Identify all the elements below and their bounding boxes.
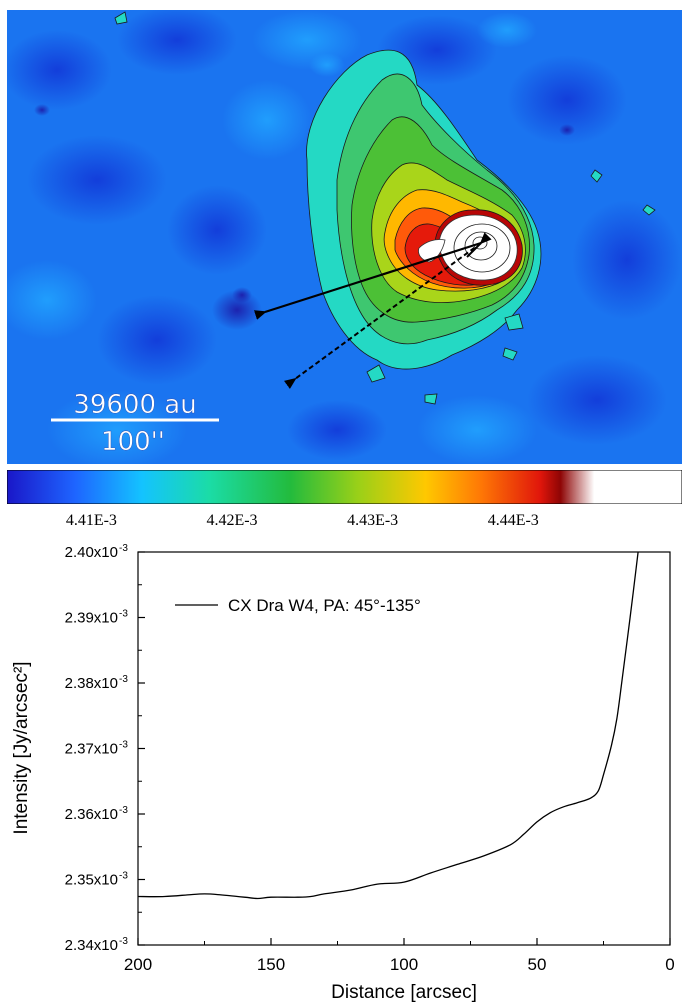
x-tick-label: 0 [665, 955, 674, 974]
y-tick-exponent: -3 [119, 740, 128, 751]
colorbar-tick-labels: 4.41E-3 4.42E-3 4.43E-3 4.44E-3 [0, 512, 682, 538]
y-tick-exponent: -3 [119, 543, 128, 554]
colorbar-tick-label: 4.44E-3 [487, 512, 539, 529]
y-axis: 2.34x10 -32.35x10 -32.36x10 -32.37x10 -32.38… [65, 543, 145, 954]
colorbar-tick-label: 4.41E-3 [65, 512, 117, 529]
y-tick-exponent: -3 [119, 674, 128, 685]
legend: CX Dra W4, PA: 45°-135° [175, 596, 421, 615]
solid-arrow [253, 241, 482, 320]
scale-bar-angle: 100'' [101, 427, 165, 457]
intensity-map: 39600 au 100'' [7, 10, 682, 464]
direction-arrows [253, 232, 492, 389]
colorbar-fill [7, 470, 682, 504]
y-tick-exponent: -3 [119, 805, 128, 816]
scale-bar-distance: 39600 au [73, 390, 196, 420]
y-tick-label: 2.36x10 [65, 806, 118, 823]
y-tick-exponent: -3 [119, 609, 128, 620]
dashed-arrow [283, 242, 482, 389]
x-tick-label: 200 [124, 955, 152, 974]
series-line [137, 551, 639, 900]
colorbar [7, 470, 682, 504]
y-tick-label: 2.34x10 [65, 937, 118, 954]
x-axis: 200 150 100 50 0 [124, 938, 675, 974]
y-tick-exponent: -3 [119, 936, 128, 947]
x-tick-label: 150 [257, 955, 285, 974]
dashed-arrow-head [466, 232, 492, 258]
y-tick-label: 2.40x10 [65, 544, 118, 561]
x-axis-title: Distance [arcsec] [331, 982, 477, 1003]
y-tick-label: 2.38x10 [65, 675, 118, 692]
legend-label: CX Dra W4, PA: 45°-135° [228, 596, 421, 615]
colorbar-tick-label: 4.42E-3 [206, 512, 258, 529]
y-tick-label: 2.35x10 [65, 872, 118, 889]
y-tick-exponent: -3 [119, 871, 128, 882]
intensity-profile-chart: 2.34x10 -32.35x10 -32.36x10 -32.37x10 -32.38… [11, 543, 675, 1003]
x-tick-label: 100 [390, 955, 418, 974]
emission-contours [114, 11, 656, 405]
y-tick-label: 2.37x10 [65, 741, 118, 758]
y-axis-title: Intensity [Jy/arcsec²] [11, 661, 32, 834]
colorbar-tick-label: 4.43E-3 [347, 512, 399, 529]
background-noise [7, 10, 682, 464]
scale-bar: 39600 au 100'' [51, 390, 219, 457]
y-tick-label: 2.39x10 [65, 610, 118, 627]
x-tick-label: 50 [528, 955, 547, 974]
